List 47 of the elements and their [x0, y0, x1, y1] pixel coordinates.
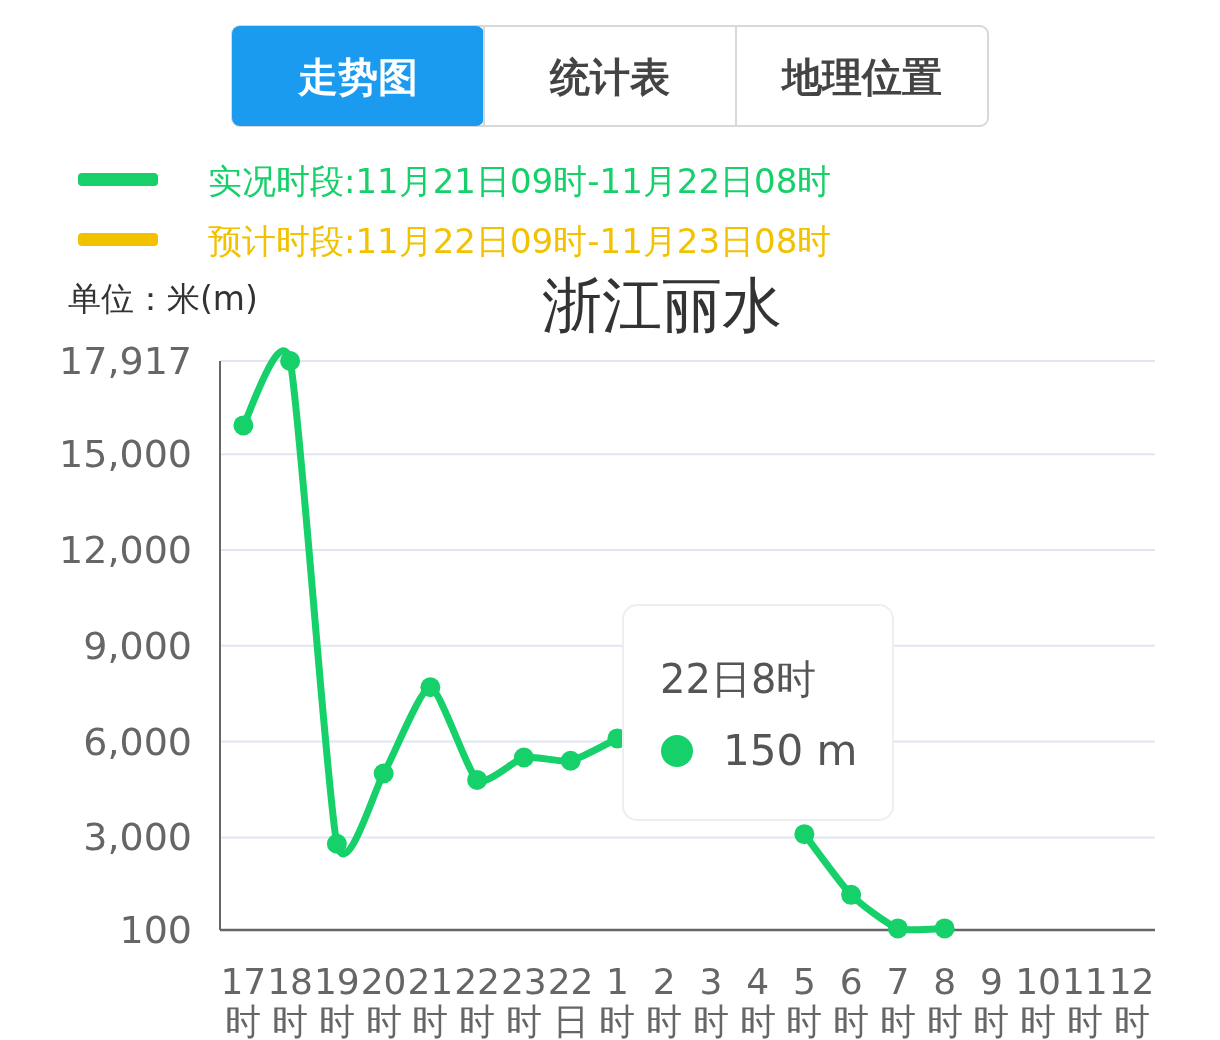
x-tick-label: 4时 — [739, 961, 776, 1040]
x-tick-label: 5时 — [786, 961, 823, 1040]
y-tick-label: 6,000 — [83, 719, 192, 764]
x-tick-label: 20时 — [360, 961, 407, 1040]
annotation: 150 m — [723, 726, 858, 775]
point — [841, 884, 862, 905]
point — [887, 918, 908, 939]
point — [934, 918, 955, 939]
x-tick-label: 21时 — [407, 961, 454, 1040]
point — [560, 750, 581, 771]
point — [420, 677, 441, 698]
annotation: 22日8时 — [660, 656, 817, 702]
x-tick-label: 6时 — [833, 961, 870, 1040]
x-tick-label: 22时 — [454, 961, 501, 1040]
x-tick-label: 2时 — [646, 961, 683, 1040]
x-tick-label: 3时 — [692, 961, 729, 1040]
y-tick-label: 12,000 — [59, 527, 192, 572]
point — [233, 415, 254, 436]
chart-title: 浙江丽水 — [542, 270, 782, 340]
x-tick-label: 10时 — [1015, 961, 1062, 1040]
point — [373, 763, 394, 784]
x-tick-label: 17时 — [220, 961, 267, 1040]
point — [794, 824, 815, 845]
y-axis-title: 单位：米(m) — [68, 279, 258, 318]
point — [467, 769, 488, 790]
x-tick-label: 9时 — [973, 961, 1010, 1040]
y-tick-label: 9,000 — [83, 623, 192, 668]
tooltip: 22日8时 150 m — [622, 604, 894, 821]
point — [280, 351, 301, 371]
x-tick-label: 22日 — [547, 961, 594, 1040]
y-tick-label: 17,917 — [59, 339, 192, 383]
y-tick-label: 100 — [119, 908, 192, 952]
legend-label: 预计时段:11月22日09时-11月23日08时 — [208, 221, 832, 261]
x-tick-label: 8时 — [926, 961, 963, 1040]
x-tick-label: 18时 — [267, 961, 314, 1040]
x-tick-label: 1时 — [599, 961, 636, 1040]
x-tick-label: 11时 — [1061, 961, 1108, 1040]
x-tick-label: 7时 — [879, 961, 916, 1040]
point — [513, 747, 534, 768]
point — [326, 833, 347, 854]
x-tick-label: 12时 — [1108, 961, 1155, 1040]
legend-label: 实况时段:11月21日09时-11月22日08时 — [208, 161, 832, 201]
x-tick-label: 19时 — [313, 961, 360, 1040]
x-tick-label: 23时 — [500, 961, 547, 1040]
y-tick-label: 15,000 — [59, 432, 192, 477]
y-tick-label: 3,000 — [83, 815, 192, 860]
tabs: 走势图 统计表 地理位置 — [231, 25, 989, 127]
